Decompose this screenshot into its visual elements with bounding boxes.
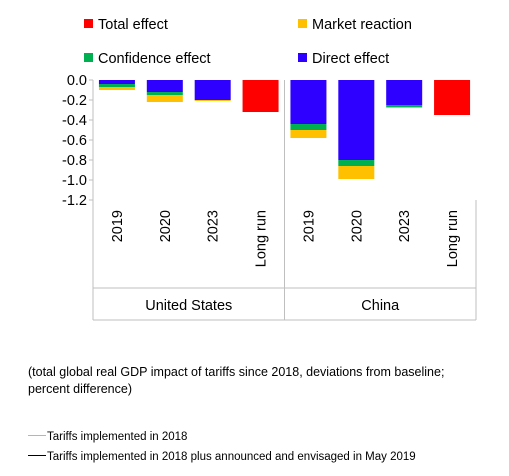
legend-note-2019-label: Tariffs implemented in 2018 plus announc… [47,451,416,463]
orange-line-swatch [28,435,46,437]
y-tick-label: -0.2 [62,93,87,109]
legend-swatch [84,53,93,62]
bar-segment [386,107,423,108]
y-tick-label: -0.8 [62,153,87,169]
legend-label: Confidence effect [98,51,211,67]
bar-segment [146,95,183,102]
category-label: 2020 [158,210,174,242]
bar-segment [386,105,423,107]
legend-label: Total effect [98,17,168,33]
bar-segment [290,80,327,124]
chart-caption: (total global real GDP impact of tariffs… [28,365,445,396]
bar-segment [194,80,231,100]
chart-frame [92,80,477,321]
bar-segment [290,124,327,130]
bar-segment [146,92,183,95]
bar-segment [98,87,135,90]
bar-segment [242,80,279,112]
legend-label: Market reaction [312,17,412,33]
legend-swatch [298,53,307,62]
y-tick-label: -1.2 [62,193,87,209]
bar-segment [338,80,375,160]
category-label: 2023 [397,210,413,242]
legend-note-2018: Tariffs implemented in 2018 [28,430,187,444]
category-label: 2019 [110,210,126,242]
bar-segment [146,80,183,92]
bar-segment [98,84,135,87]
category-label: Long run [254,210,270,267]
legend-label: Direct effect [312,51,389,67]
category-label: 2019 [301,210,317,242]
group-label: China [361,298,400,314]
group-label: United States [145,298,232,314]
legend-note-2018-label: Tariffs implemented in 2018 [47,431,188,443]
bar-segment [338,160,375,166]
bar-segment [434,80,471,115]
category-label: 2023 [206,210,222,242]
bar-segment [386,80,423,105]
chart-axes: 0.0 -0.2 -0.4 -0.6 -0.8 -1.0 -1.2 2019 2020 2023 L… [62,73,461,314]
y-tick-label: -0.6 [62,133,87,149]
legend-note-2019: Tariffs implemented in 2018 plus announc… [28,450,416,464]
category-label: 2020 [349,210,365,242]
y-tick-label: -1.0 [62,173,87,189]
bar-segment [338,166,375,179]
chart-bars [98,80,471,179]
category-label: Long run [445,210,461,267]
y-tick-label: 0.0 [67,73,87,89]
legend-swatch [84,19,93,28]
bar-segment [98,80,135,84]
bar-segment [290,130,327,138]
y-tick-label: -0.4 [62,113,87,129]
legend-swatch [298,19,307,28]
bar-segment [194,100,231,101]
chart-legend: Total effect Market reaction Confidence ef… [84,17,412,67]
black-line-swatch [28,455,46,457]
chart: Total effect Market reaction Confidence ef… [62,17,477,321]
